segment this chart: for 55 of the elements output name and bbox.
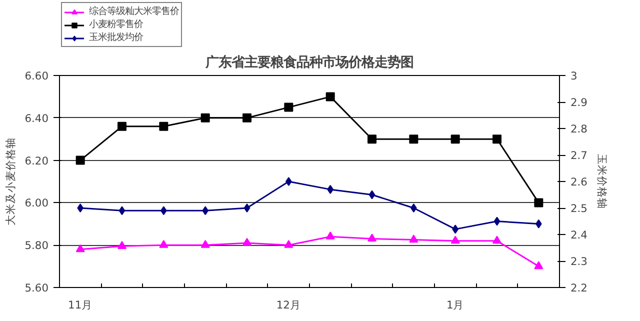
chart-title: 广东省主要粮食品种市场价格走势图: [204, 54, 414, 70]
point: [118, 241, 126, 249]
y2-tick-label: 2.3: [570, 255, 588, 268]
y2-tick-label: 2.5: [570, 202, 588, 215]
point: [326, 92, 335, 102]
y2-tick-label: 2.7: [570, 149, 588, 162]
y2-tick-label: 2.9: [570, 96, 588, 109]
point: [118, 206, 126, 216]
point: [494, 216, 500, 226]
point: [492, 134, 502, 144]
point: [409, 134, 418, 144]
y-tick-label: 6.20: [24, 154, 49, 168]
point: [118, 122, 126, 131]
y-tick-label: 5.80: [24, 239, 49, 252]
point: [409, 234, 418, 243]
point: [284, 240, 294, 248]
x-tick-label: 1月: [446, 298, 464, 312]
y2-axis-title: 玉米价格轴: [595, 154, 608, 209]
y2-tick-label: 2.8: [570, 122, 588, 136]
y2-tick-label: 2.6: [570, 176, 588, 188]
point: [77, 204, 84, 212]
legend-label: 玉米批发均价: [89, 31, 143, 44]
legend-label: 综合等级籼大米零售价: [89, 5, 179, 18]
y-tick-label: 6.40: [24, 112, 49, 125]
y-axis-title: 大米及小麦价格轴: [4, 138, 17, 226]
y2-tick-label: 3: [570, 70, 578, 82]
point: [492, 236, 502, 244]
point: [284, 102, 294, 112]
point: [200, 240, 210, 248]
point: [410, 204, 417, 212]
point: [534, 198, 544, 208]
x-tick-label: 12月: [276, 298, 301, 312]
point: [242, 238, 252, 246]
point: [159, 240, 168, 248]
point: [242, 113, 252, 122]
point: [159, 122, 168, 131]
point: [368, 234, 376, 242]
y-tick-label: 5.60: [24, 282, 49, 294]
legend-label: 小麦粉零售价: [89, 18, 143, 31]
point: [244, 204, 250, 212]
point: [450, 134, 460, 144]
point: [534, 261, 544, 270]
point: [368, 190, 376, 200]
point: [200, 113, 210, 122]
point: [450, 236, 460, 244]
x-tick-label: 11月: [68, 298, 93, 312]
point: [76, 156, 85, 165]
y2-tick-label: 2.2: [570, 282, 588, 294]
y2-tick-label: 2.4: [570, 228, 588, 242]
point: [76, 244, 85, 252]
point: [368, 134, 376, 144]
y-tick-label: 6.00: [24, 196, 49, 210]
point: [286, 177, 292, 186]
y-tick-label: 6.60: [24, 70, 49, 82]
point: [326, 232, 335, 240]
